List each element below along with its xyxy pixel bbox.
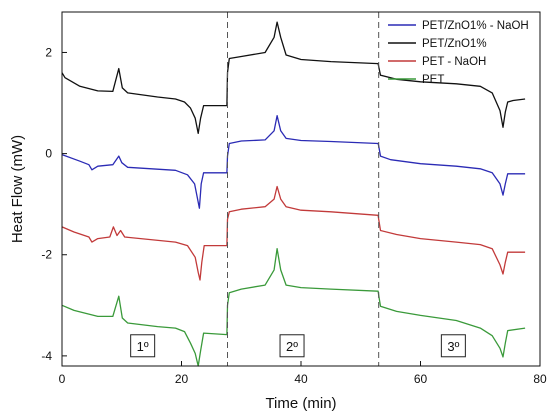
y-tick-label: 2 <box>45 45 52 59</box>
legend-entry: PET/ZnO1% <box>422 38 487 50</box>
segment-dividers <box>227 12 380 366</box>
legend-entry: PET <box>422 74 444 86</box>
legend: PET/ZnO1% - NaOH PET/ZnO1% PET - NaOH PET <box>388 20 529 86</box>
segment-label: 2º <box>286 339 298 354</box>
x-axis-ticks: 0 20 40 60 80 <box>59 361 547 386</box>
segment-label-box <box>440 334 466 358</box>
y-tick-label: -4 <box>41 349 52 363</box>
segment-label: 1º <box>137 339 149 354</box>
x-tick-label: 0 <box>59 372 66 386</box>
segment-label: 3º <box>447 339 459 354</box>
y-axis-label: Heat Flow (mW) <box>9 135 26 243</box>
series-line <box>61 185 526 281</box>
x-tick-label: 40 <box>294 372 308 386</box>
legend-entry: PET - NaOH <box>422 56 486 68</box>
y-tick-label: -2 <box>41 248 52 262</box>
series-line <box>61 21 526 135</box>
x-tick-label: 80 <box>533 372 547 386</box>
segment-label-box <box>279 334 305 358</box>
segment-label-box <box>130 334 156 358</box>
segment-labels: 1º 2º 3º <box>130 334 466 358</box>
legend-entry: PET/ZnO1% - NaOH <box>422 20 529 32</box>
y-tick-label: 0 <box>45 147 52 161</box>
y-axis-ticks: -4 -2 0 2 <box>41 45 67 363</box>
series-lines <box>61 21 526 367</box>
series-line <box>61 248 526 367</box>
x-tick-label: 20 <box>175 372 189 386</box>
x-tick-label: 60 <box>414 372 428 386</box>
x-axis-label: Time (min) <box>265 395 336 412</box>
series-line <box>61 115 526 209</box>
